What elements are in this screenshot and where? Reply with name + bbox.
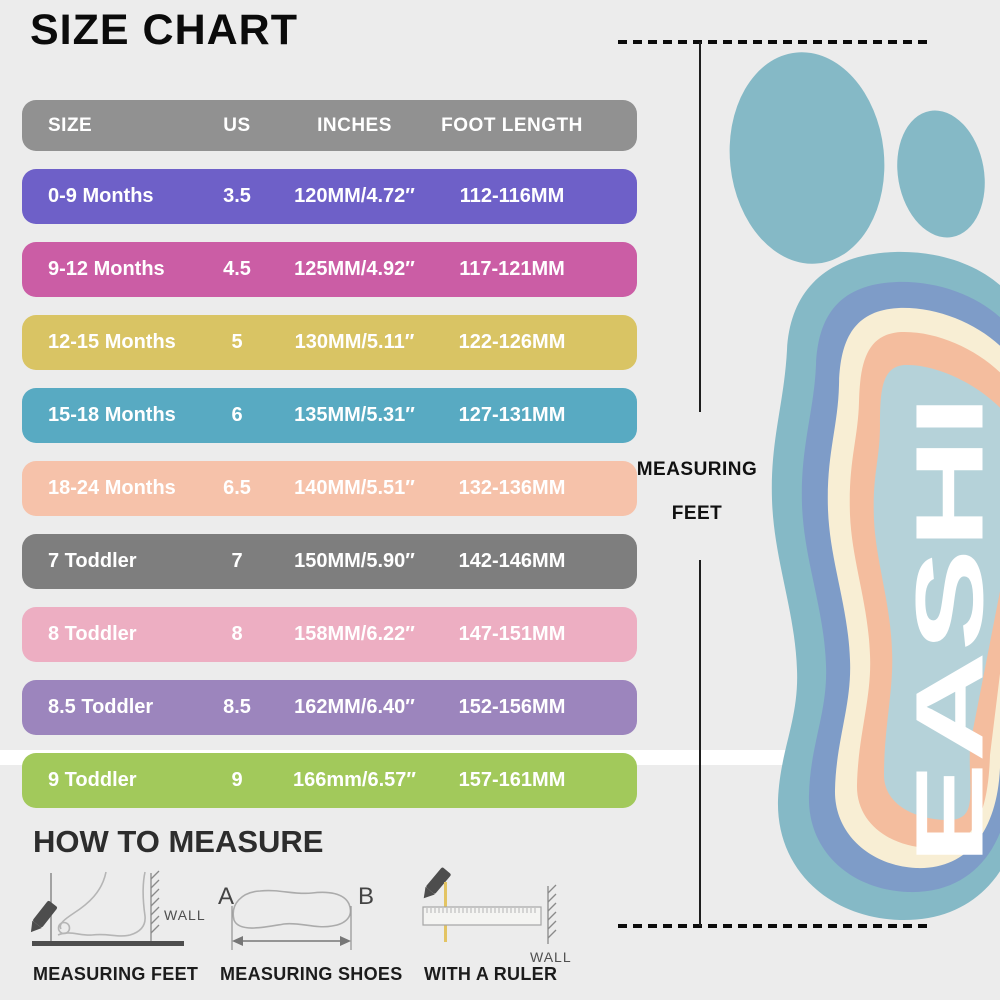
cell-us: 4.5 — [223, 258, 251, 280]
cell-inches: 150MM/5.90″ — [294, 550, 415, 572]
cell-size: 12-15 Months — [48, 331, 176, 353]
cell-size: 9-12 Months — [48, 258, 165, 280]
foot-sketch — [57, 871, 146, 937]
cell-inches: 158MM/6.22″ — [294, 623, 415, 645]
cell-us: 8 — [231, 623, 243, 645]
pencil-icon — [423, 867, 451, 899]
measuring-shoes-caption: MEASURING SHOES — [220, 964, 403, 984]
cell-foot-length: 127-131MM — [458, 404, 566, 426]
cell-inches: 130MM/5.11″ — [294, 331, 415, 353]
cell-us: 3.5 — [223, 185, 251, 207]
vertical-measure-line-upper — [699, 42, 701, 412]
table-row: 9 Toddler 9 166mm/6.57″ 157-161MM — [22, 753, 637, 808]
size-table: SIZE US INCHES FOOT LENGTH 0-9 Months 3.… — [22, 100, 637, 808]
wall-hatching — [150, 870, 160, 941]
cell-foot-length: 157-161MM — [458, 769, 566, 791]
cell-foot-length: 147-151MM — [458, 623, 566, 645]
how-to-measure-heading: HOW TO MEASURE — [33, 824, 324, 859]
ruler-diagram: WALL — [422, 867, 572, 965]
cell-us: 5 — [231, 331, 243, 353]
cell-inches: 162MM/6.40″ — [294, 696, 415, 718]
floor-line — [32, 941, 184, 946]
col-header-inches: INCHES — [317, 114, 392, 136]
foot-layer-inner — [873, 364, 1000, 821]
cell-size: 9 Toddler — [48, 769, 137, 791]
brand-text: EASHI — [897, 395, 1000, 865]
cell-us: 6.5 — [223, 477, 251, 499]
wall-label: WALL — [530, 949, 572, 965]
cell-us: 6 — [231, 404, 243, 426]
cell-inches: 135MM/5.31″ — [294, 404, 415, 426]
shoe-outline — [232, 889, 352, 929]
with-a-ruler-caption: WITH A RULER — [424, 964, 558, 984]
measuring-feet-note: MEASURING FEET — [617, 448, 777, 536]
foot-illustration: EASHI — [729, 52, 1000, 921]
table-row: 0-9 Months 3.5 120MM/4.72″ 112-116MM — [22, 169, 637, 224]
measuring-feet-note-line2: FEET — [671, 503, 723, 524]
cell-foot-length: 142-146MM — [458, 550, 566, 572]
cell-inches: 140MM/5.51″ — [294, 477, 415, 499]
cell-us: 7 — [231, 550, 243, 572]
cell-foot-length: 112-116MM — [459, 185, 565, 207]
table-row: 7 Toddler 7 150MM/5.90″ 142-146MM — [22, 534, 637, 589]
big-toe-shape — [729, 52, 885, 264]
cell-us: 9 — [231, 769, 243, 791]
cell-size: 7 Toddler — [48, 550, 137, 572]
cell-inches: 120MM/4.72″ — [294, 185, 415, 207]
wall-label: WALL — [164, 907, 206, 923]
cell-foot-length: 132-136MM — [458, 477, 566, 499]
length-arrow — [232, 936, 351, 946]
point-a-label: A — [218, 883, 234, 910]
point-b-label: B — [358, 883, 374, 910]
ruler-ticks — [426, 908, 536, 913]
col-header-foot-length: FOOT LENGTH — [441, 114, 583, 136]
cell-size: 8 Toddler — [48, 623, 137, 645]
small-toe-shape — [897, 110, 985, 238]
cell-size: 0-9 Months — [48, 185, 154, 207]
cell-size: 8.5 Toddler — [48, 696, 154, 718]
table-row: 9-12 Months 4.5 125MM/4.92″ 117-121MM — [22, 242, 637, 297]
table-row: 18-24 Months 6.5 140MM/5.51″ 132-136MM — [22, 461, 637, 516]
table-row: 15-18 Months 6 135MM/5.31″ 127-131MM — [22, 388, 637, 443]
table-row: 8.5 Toddler 8.5 162MM/6.40″ 152-156MM — [22, 680, 637, 735]
table-row: 8 Toddler 8 158MM/6.22″ 147-151MM — [22, 607, 637, 662]
ruler-shape — [422, 906, 542, 926]
pencil-icon — [30, 900, 58, 933]
measuring-shoes-diagram: A B — [218, 883, 374, 950]
col-header-size: SIZE — [48, 114, 93, 136]
cell-foot-length: 152-156MM — [458, 696, 566, 718]
cell-size: 18-24 Months — [48, 477, 176, 499]
wall-hatching — [547, 884, 557, 944]
dashed-line-top — [618, 40, 930, 44]
cell-us: 8.5 — [223, 696, 251, 718]
cell-size: 15-18 Months — [48, 404, 176, 426]
cell-inches: 166mm/6.57″ — [293, 769, 416, 791]
vertical-measure-line-lower — [699, 560, 701, 926]
measuring-feet-diagram: WALL — [30, 870, 206, 946]
table-header: SIZE US INCHES FOOT LENGTH — [22, 100, 637, 151]
cell-foot-length: 122-126MM — [458, 331, 566, 353]
cell-foot-length: 117-121MM — [459, 258, 565, 280]
measuring-feet-caption: MEASURING FEET — [33, 964, 199, 984]
table-row: 12-15 Months 5 130MM/5.11″ 122-126MM — [22, 315, 637, 370]
col-header-us: US — [223, 114, 251, 136]
dashed-line-bottom — [618, 924, 930, 928]
measuring-feet-note-line1: MEASURING — [636, 459, 758, 480]
cell-inches: 125MM/4.92″ — [294, 258, 415, 280]
page-title: SIZE CHART — [30, 6, 298, 54]
